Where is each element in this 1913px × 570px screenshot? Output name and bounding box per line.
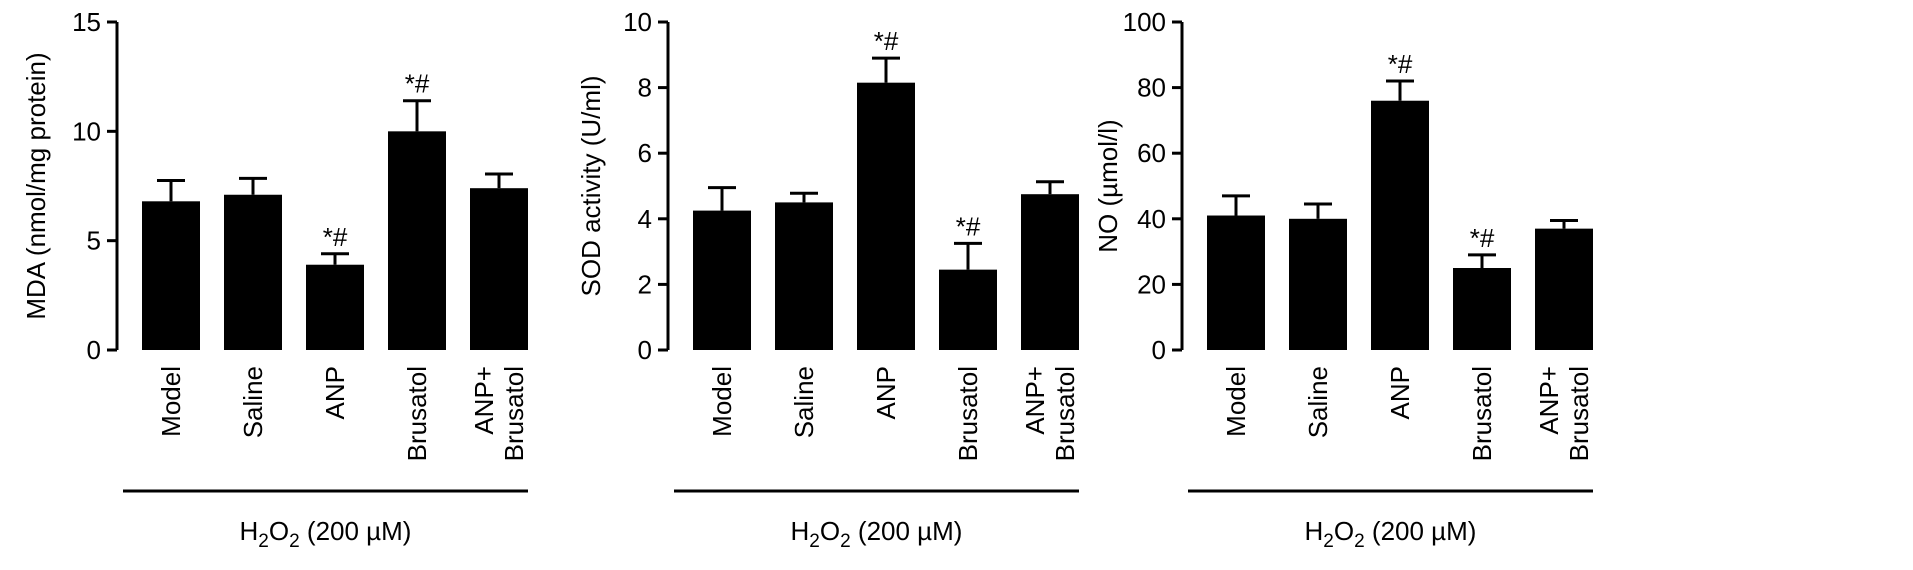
y-tick-label: 40 (1137, 204, 1166, 234)
x-tick-label-line: Brusatol (953, 366, 983, 461)
significance-annotation: *# (323, 222, 348, 252)
group-label-text: O (269, 516, 289, 546)
group-label-subscript: 2 (809, 531, 820, 552)
x-tick-label-line: Model (156, 366, 186, 437)
x-tick-label-line: Model (1221, 366, 1251, 437)
bar (1535, 228, 1593, 350)
group-label-subscript: 2 (840, 531, 851, 552)
group-label: H2O2 (200 µM) (791, 516, 963, 552)
y-tick-label: 8 (638, 73, 652, 103)
x-tick-label-line: ANP (320, 366, 350, 419)
significance-annotation: *# (1470, 223, 1495, 253)
y-axis-label: SOD activity (U/ml) (576, 76, 606, 297)
bar (470, 188, 528, 350)
group-label-subscript: 2 (289, 531, 300, 552)
x-tick-label-line: Saline (789, 366, 819, 438)
group-label-text: H (791, 516, 810, 546)
group-label-subscript: 2 (258, 531, 269, 552)
y-tick-label: 20 (1137, 269, 1166, 299)
y-tick-label: 80 (1137, 73, 1166, 103)
group-label-text: (200 µM) (851, 516, 963, 546)
group-label-subscript: 2 (1354, 531, 1365, 552)
group-label-text: (200 µM) (300, 516, 412, 546)
x-tick-label-line: ANP+ (1534, 366, 1564, 435)
x-tick-label-line: Model (707, 366, 737, 437)
bar (1207, 215, 1265, 350)
significance-annotation: *# (874, 26, 899, 56)
chart-panel-1: 0 5 10 15 MDA (nmol/mg protein) Model Saline *#… (21, 7, 529, 552)
group-label-text: O (1334, 516, 1354, 546)
x-tick-label: ANP (871, 366, 901, 419)
x-tick-label: ANP (1385, 366, 1415, 419)
x-tick-label-line: Brusatol (1467, 366, 1497, 461)
y-tick-label: 6 (638, 138, 652, 168)
x-tick-label-line: ANP+ (469, 366, 499, 435)
x-tick-label: ANP (320, 366, 350, 419)
bar (1289, 218, 1347, 350)
x-tick-label-line: Brusatol (1050, 366, 1080, 461)
y-tick-label: 0 (638, 335, 652, 365)
group-label-text: H (240, 516, 259, 546)
bar (857, 82, 915, 351)
x-tick-label-line: ANP (1385, 366, 1415, 419)
bar (306, 264, 364, 350)
y-tick-label: 10 (72, 116, 101, 146)
bar (1371, 100, 1429, 350)
x-tick-label: Brusatol (953, 366, 983, 461)
y-tick-label: 15 (72, 7, 101, 37)
chart-panel-2: 0 2 4 6 8 10 SOD activity (U/ml) Model Saline *# A… (576, 7, 1080, 552)
x-tick-label: Model (707, 366, 737, 437)
y-axis-label: MDA (nmol/mg protein) (21, 52, 51, 319)
x-tick-label: Model (156, 366, 186, 437)
x-tick-label: Saline (238, 366, 268, 438)
y-tick-label: 10 (623, 7, 652, 37)
bar (1021, 194, 1079, 350)
bar (693, 210, 751, 350)
bar (142, 201, 200, 350)
bar (1453, 268, 1511, 350)
group-label-subscript: 2 (1323, 531, 1334, 552)
x-tick-label: Saline (789, 366, 819, 438)
x-tick-label-line: Saline (1303, 366, 1333, 438)
y-axis-label: NO (µmol/l) (1093, 119, 1123, 252)
x-tick-label: Brusatol (402, 366, 432, 461)
x-tick-label-line: ANP+ (1020, 366, 1050, 435)
x-tick-label: Model (1221, 366, 1251, 437)
group-label-text: (200 µM) (1365, 516, 1477, 546)
group-label: H2O2 (200 µM) (240, 516, 412, 552)
x-tick-label: ANP+Brusatol (1534, 366, 1594, 461)
significance-annotation: *# (956, 211, 981, 241)
bar (388, 131, 446, 350)
y-tick-label: 100 (1123, 7, 1166, 37)
x-tick-label: Brusatol (1467, 366, 1497, 461)
x-tick-label-line: Saline (238, 366, 268, 438)
x-tick-label: Saline (1303, 366, 1333, 438)
group-label-text: H (1305, 516, 1324, 546)
significance-annotation: *# (405, 69, 430, 99)
x-tick-label-line: Brusatol (402, 366, 432, 461)
y-tick-label: 0 (87, 335, 101, 365)
chart-panel-3: 0 20 40 60 80 100 NO (µmol/l) Model Saline *# ANP *… (1093, 7, 1594, 552)
significance-annotation: *# (1388, 49, 1413, 79)
y-tick-label: 0 (1152, 335, 1166, 365)
y-tick-label: 5 (87, 226, 101, 256)
x-tick-label-line: ANP (871, 366, 901, 419)
group-label-text: O (820, 516, 840, 546)
bar (939, 269, 997, 350)
y-tick-label: 2 (638, 269, 652, 299)
bar (775, 202, 833, 350)
y-tick-label: 60 (1137, 138, 1166, 168)
y-tick-label: 4 (638, 204, 652, 234)
x-tick-label-line: Brusatol (499, 366, 529, 461)
x-tick-label: ANP+Brusatol (469, 366, 529, 461)
group-label: H2O2 (200 µM) (1305, 516, 1477, 552)
x-tick-label: ANP+Brusatol (1020, 366, 1080, 461)
bar (224, 194, 282, 350)
x-tick-label-line: Brusatol (1564, 366, 1594, 461)
